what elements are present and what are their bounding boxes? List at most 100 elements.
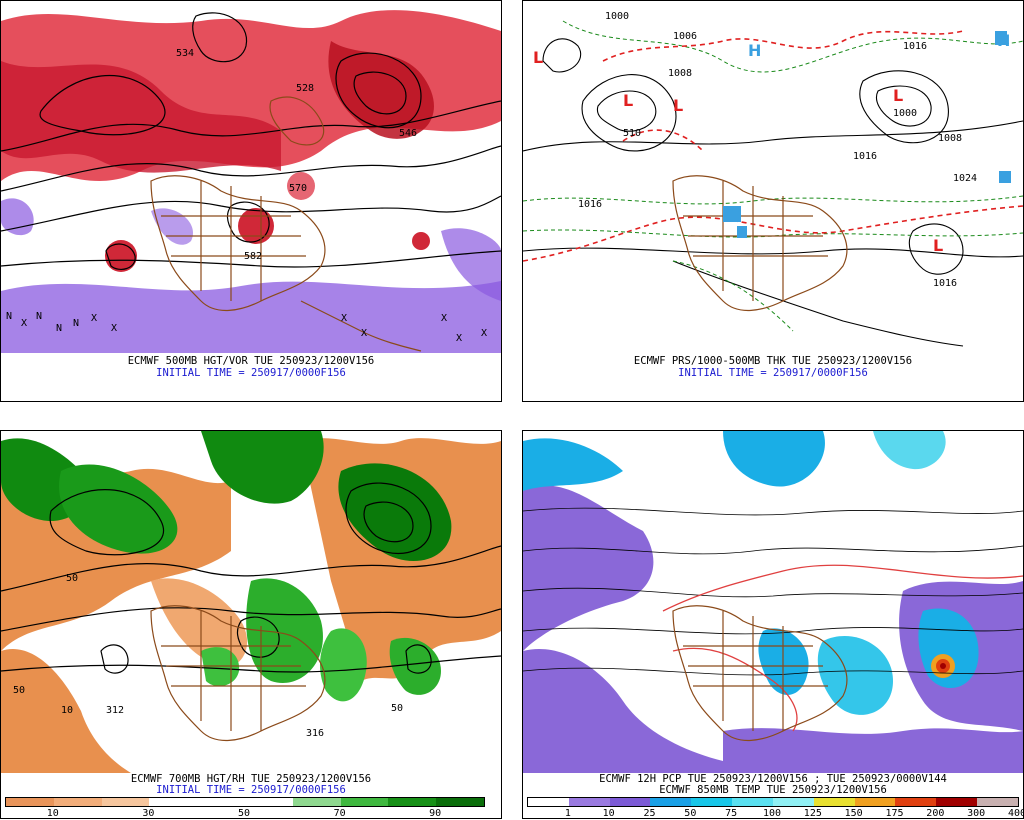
contour-label: 1000 bbox=[893, 108, 917, 119]
colorbar-swatch bbox=[854, 798, 896, 806]
contour-label: 312 bbox=[106, 705, 124, 716]
svg-text:X: X bbox=[361, 328, 367, 339]
colorbar-label: 10 bbox=[46, 808, 59, 819]
high-marker: H bbox=[997, 31, 1010, 50]
colorbar-swatch bbox=[149, 798, 198, 806]
colorbar-swatch bbox=[53, 798, 102, 806]
panel-subtitle: INITIAL TIME = 250917/0000F156 bbox=[678, 367, 868, 379]
pressure-map: 1000 1006 1008 1016 1024 1000 1008 1016 … bbox=[523, 1, 1023, 353]
colorbar-label: 50 bbox=[237, 808, 251, 819]
colorbar-swatch bbox=[691, 798, 733, 806]
precip-map bbox=[523, 431, 1023, 773]
contour-label: 546 bbox=[399, 128, 417, 139]
colorbar-label: 30 bbox=[142, 808, 155, 819]
colorbar-swatch bbox=[101, 798, 150, 806]
panel-title: ECMWF PRS/1000-500MB THK TUE 250923/1200… bbox=[633, 355, 913, 367]
contour-label: 1008 bbox=[938, 133, 962, 144]
panel-subtitle: INITIAL TIME = 250917/0000F156 bbox=[156, 367, 346, 379]
humidity-colorbar-labels: 10 30 50 70 90 bbox=[5, 808, 483, 820]
svg-text:N: N bbox=[6, 311, 12, 322]
colorbar-label: 175 bbox=[885, 808, 904, 819]
contour-label: 510 bbox=[623, 128, 641, 139]
colorbar-label: 25 bbox=[643, 808, 656, 819]
contour-label: 1016 bbox=[933, 278, 957, 289]
colorbar-swatch bbox=[732, 798, 773, 806]
svg-text:X: X bbox=[341, 313, 347, 324]
high-marker: H bbox=[748, 41, 761, 60]
precip-map-panel: ECMWF 12H PCP TUE 250923/1200V156 ; TUE … bbox=[522, 430, 1024, 819]
svg-text:X: X bbox=[481, 328, 487, 339]
colorbar-label: 300 bbox=[967, 808, 986, 819]
svg-text:N: N bbox=[73, 318, 79, 329]
contour-label: 50 bbox=[391, 703, 403, 714]
colorbar-swatch bbox=[813, 798, 855, 806]
colorbar-label: 1 bbox=[564, 808, 571, 819]
panel-title: ECMWF 12H PCP TUE 250923/1200V156 ; TUE … bbox=[599, 773, 947, 785]
svg-text:N: N bbox=[36, 311, 42, 322]
contour-label: 1016 bbox=[903, 41, 927, 52]
colorbar-label: 10 bbox=[602, 808, 615, 819]
contour-label: 1000 bbox=[605, 11, 629, 22]
humidity-map: 50 50 312 316 50 10 bbox=[1, 431, 501, 773]
colorbar-label: 90 bbox=[429, 808, 442, 819]
colorbar-swatch bbox=[197, 798, 245, 806]
colorbar-swatch bbox=[650, 798, 692, 806]
colorbar-label: 200 bbox=[926, 808, 945, 819]
colorbar-swatch bbox=[292, 798, 341, 806]
colorbar-label: 50 bbox=[684, 808, 697, 819]
panel-subtitle: ECMWF 850MB TEMP TUE 250923/1200V156 bbox=[659, 784, 887, 796]
contour-label: 50 bbox=[13, 685, 25, 696]
humidity-colorbar bbox=[5, 797, 485, 807]
contour-label: 582 bbox=[244, 251, 262, 262]
colorbar-label: 75 bbox=[725, 808, 738, 819]
contour-label: 1016 bbox=[853, 151, 877, 162]
svg-text:X: X bbox=[441, 313, 447, 324]
pressure-map-panel: 1000 1006 1008 1016 1024 1000 1008 1016 … bbox=[522, 0, 1024, 402]
precip-colorbar bbox=[527, 797, 1019, 807]
low-marker: L bbox=[623, 91, 633, 110]
low-marker: L bbox=[933, 236, 943, 255]
svg-text:N: N bbox=[56, 323, 62, 334]
colorbar-swatch bbox=[977, 798, 1018, 806]
low-marker: L bbox=[673, 96, 683, 115]
panel-subtitle: INITIAL TIME = 250917/0000F156 bbox=[156, 784, 346, 796]
contour-label: 1008 bbox=[668, 68, 692, 79]
colorbar-label: 100 bbox=[762, 808, 782, 819]
contour-label: 570 bbox=[289, 183, 307, 194]
low-marker: L bbox=[893, 86, 903, 105]
colorbar-label: 125 bbox=[803, 808, 822, 819]
colorbar-swatch bbox=[936, 798, 978, 806]
svg-text:X: X bbox=[111, 323, 117, 334]
contour-label: 1006 bbox=[673, 31, 697, 42]
svg-text:X: X bbox=[21, 318, 27, 329]
contour-label: 1016 bbox=[578, 199, 602, 210]
contour-label: 1024 bbox=[953, 173, 977, 184]
colorbar-label: 150 bbox=[844, 808, 863, 819]
contour-label: 528 bbox=[296, 83, 314, 94]
panel-title: ECMWF 700MB HGT/RH TUE 250923/1200V156 bbox=[130, 773, 372, 785]
colorbar-swatch bbox=[528, 798, 569, 806]
colorbar-swatch bbox=[568, 798, 610, 806]
contour-label: 534 bbox=[176, 48, 194, 59]
panel-title: ECMWF 500MB HGT/VOR TUE 250923/1200V156 bbox=[127, 355, 375, 367]
colorbar-swatch bbox=[436, 798, 484, 806]
colorbar-swatch bbox=[772, 798, 814, 806]
contour-label: 10 bbox=[61, 705, 73, 716]
low-marker: L bbox=[533, 48, 543, 67]
precip-colorbar-labels: 1 10 25 50 75 100 125 150 175 200 300 400 bbox=[527, 808, 1024, 820]
colorbar-label: 70 bbox=[333, 808, 346, 819]
colorbar-swatch bbox=[388, 798, 437, 806]
colorbar-swatch bbox=[244, 798, 293, 806]
contour-label: 316 bbox=[306, 728, 324, 739]
colorbar-swatch bbox=[6, 798, 54, 806]
humidity-map-panel: 50 50 312 316 50 10 ECMWF 700MB HGT/RH T… bbox=[0, 430, 502, 819]
colorbar-swatch bbox=[340, 798, 389, 806]
svg-text:X: X bbox=[456, 333, 462, 344]
colorbar-swatch bbox=[609, 798, 651, 806]
colorbar-swatch bbox=[895, 798, 937, 806]
svg-text:X: X bbox=[91, 313, 97, 324]
contour-label: 50 bbox=[66, 573, 78, 584]
